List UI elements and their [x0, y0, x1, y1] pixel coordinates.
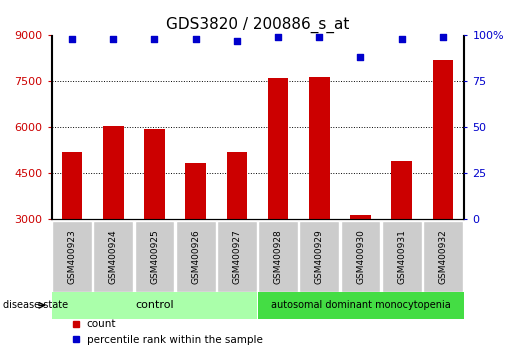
Text: autosomal dominant monocytopenia: autosomal dominant monocytopenia: [270, 300, 451, 310]
Bar: [391, 161, 412, 219]
Text: GSM400932: GSM400932: [438, 229, 448, 284]
Text: GSM400927: GSM400927: [232, 229, 242, 284]
Bar: [185, 163, 206, 219]
Point: [233, 38, 241, 44]
Text: GSM400931: GSM400931: [397, 229, 406, 284]
Text: GSM400930: GSM400930: [356, 229, 365, 284]
Bar: [258, 292, 464, 319]
Text: GSM400928: GSM400928: [273, 229, 283, 284]
Point: [274, 34, 282, 40]
Point: [109, 36, 117, 42]
Bar: [62, 152, 82, 219]
Bar: [423, 221, 463, 292]
Point: [192, 36, 200, 42]
Bar: [103, 126, 124, 219]
Bar: [340, 221, 381, 292]
Bar: [268, 78, 288, 219]
Bar: [258, 221, 298, 292]
Text: GSM400923: GSM400923: [67, 229, 77, 284]
Bar: [176, 221, 216, 292]
Bar: [309, 77, 330, 219]
Text: GSM400924: GSM400924: [109, 229, 118, 284]
Bar: [52, 221, 92, 292]
Point: [150, 36, 159, 42]
Bar: [52, 292, 257, 319]
Bar: [433, 60, 453, 219]
Title: GDS3820 / 200886_s_at: GDS3820 / 200886_s_at: [166, 16, 349, 33]
Bar: [144, 129, 165, 219]
Text: GSM400925: GSM400925: [150, 229, 159, 284]
Point: [439, 34, 447, 40]
Bar: [299, 221, 339, 292]
Text: GSM400929: GSM400929: [315, 229, 324, 284]
Legend: count, percentile rank within the sample: count, percentile rank within the sample: [67, 315, 267, 349]
Point: [315, 34, 323, 40]
Bar: [134, 221, 175, 292]
Bar: [350, 215, 371, 219]
Text: control: control: [135, 300, 174, 310]
Point: [398, 36, 406, 42]
Point: [68, 36, 76, 42]
Bar: [217, 221, 257, 292]
Bar: [93, 221, 133, 292]
Bar: [227, 152, 247, 219]
Text: GSM400926: GSM400926: [191, 229, 200, 284]
Point: [356, 55, 365, 60]
Bar: [382, 221, 422, 292]
Text: disease state: disease state: [3, 300, 67, 310]
